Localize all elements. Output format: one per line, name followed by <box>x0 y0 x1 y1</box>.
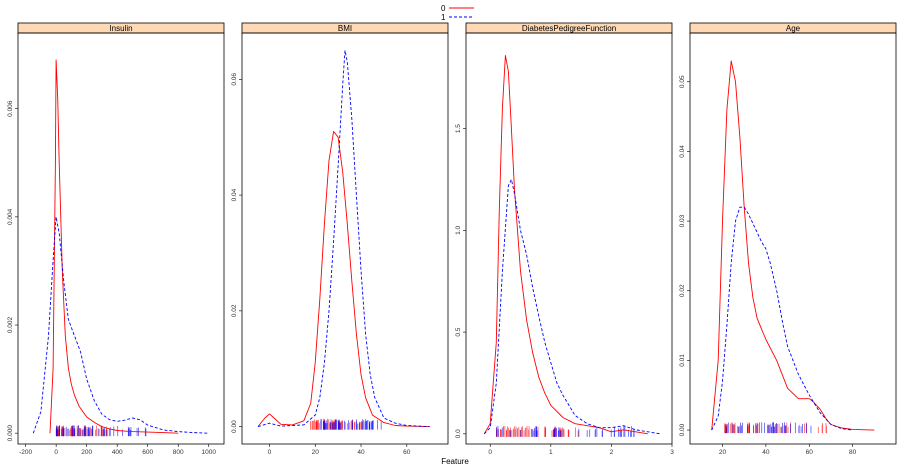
x-tick-label: 40 <box>762 449 770 456</box>
y-tick-label: 0.004 <box>7 208 14 225</box>
panel-title: Age <box>786 24 801 33</box>
y-tick-label: 0.002 <box>7 317 14 334</box>
panel-title: Insulin <box>109 24 132 33</box>
x-tick-label: 200 <box>81 449 92 456</box>
y-tick-label: 0.02 <box>679 284 686 297</box>
panel-1: Insulin -200 0 200 400 600 800 1000 0.000 0.002 0.… <box>7 22 225 456</box>
x-tick-label: 1000 <box>202 449 217 456</box>
x-tick-label: 1 <box>549 449 553 456</box>
x-tick-label: 0 <box>268 449 272 456</box>
panel-3: DiabetesPedigreeFunction 0 1 2 3 0.0 0.5 1.0 1.5 <box>455 22 674 456</box>
y-tick-label: 0.04 <box>231 188 238 201</box>
y-tick-label: 0.05 <box>679 75 686 88</box>
x-tick-label: 400 <box>112 449 123 456</box>
x-tick-label: 0 <box>488 449 492 456</box>
x-tick-label: 20 <box>312 449 320 456</box>
y-tick-label: 0.04 <box>679 145 686 158</box>
x-tick-label: 3 <box>670 449 674 456</box>
y-tick-label: 1.0 <box>455 225 462 234</box>
legend-label-1: 1 <box>441 13 446 22</box>
density-line-0 <box>483 54 648 435</box>
x-tick-label: 60 <box>806 449 814 456</box>
panel-4: Age 20 40 60 80 0.00 0.01 0.02 0.03 0.04 0.05 <box>679 22 897 456</box>
x-tick-label: 20 <box>719 449 727 456</box>
panels: Insulin-200 0 200 400 600 800 10000.0000.0020.… <box>7 22 897 456</box>
y-tick-label: 0.0 <box>455 429 462 438</box>
x-tick-label: -200 <box>19 449 32 456</box>
y-tick-label: 0.01 <box>679 354 686 367</box>
density-line-0 <box>257 130 430 428</box>
y-tick-label: 0.02 <box>231 304 238 317</box>
legend: 0 1 <box>441 4 474 22</box>
y-tick-label: 0.00 <box>679 423 686 436</box>
density-line-0 <box>711 60 875 431</box>
density-line-1 <box>32 216 209 434</box>
density-line-1 <box>483 179 660 435</box>
panel-title: DiabetesPedigreeFunction <box>522 24 616 33</box>
panel-frame <box>17 32 225 445</box>
density-line-1 <box>257 49 430 428</box>
x-tick-label: 2 <box>610 449 614 456</box>
x-tick-label: 80 <box>849 449 857 456</box>
y-tick-label: 0.000 <box>7 425 14 442</box>
x-axis-label: Feature <box>441 457 469 466</box>
y-tick-label: 1.5 <box>455 124 462 133</box>
y-tick-label: 0.03 <box>679 214 686 227</box>
y-tick-label: 0.006 <box>7 100 14 117</box>
density-line-1 <box>711 206 853 431</box>
x-tick-label: 800 <box>173 449 184 456</box>
x-tick-label: 60 <box>403 449 411 456</box>
panel-frame <box>465 32 673 445</box>
x-tick-label: 600 <box>142 449 153 456</box>
y-tick-label: 0.00 <box>231 420 238 433</box>
density-line-0 <box>49 59 179 434</box>
panel-frame <box>689 32 897 445</box>
legend-label-0: 0 <box>441 4 446 13</box>
panel-title: BMI <box>338 24 352 33</box>
y-tick-label: 0.06 <box>231 73 238 86</box>
y-tick-label: 0.5 <box>455 327 462 336</box>
x-tick-label: 40 <box>357 449 365 456</box>
panel-frame <box>241 32 449 445</box>
panel-2: BMI 0 20 40 60 0.00 0.02 0.04 0.06 <box>231 22 449 456</box>
x-tick-label: 0 <box>54 449 58 456</box>
